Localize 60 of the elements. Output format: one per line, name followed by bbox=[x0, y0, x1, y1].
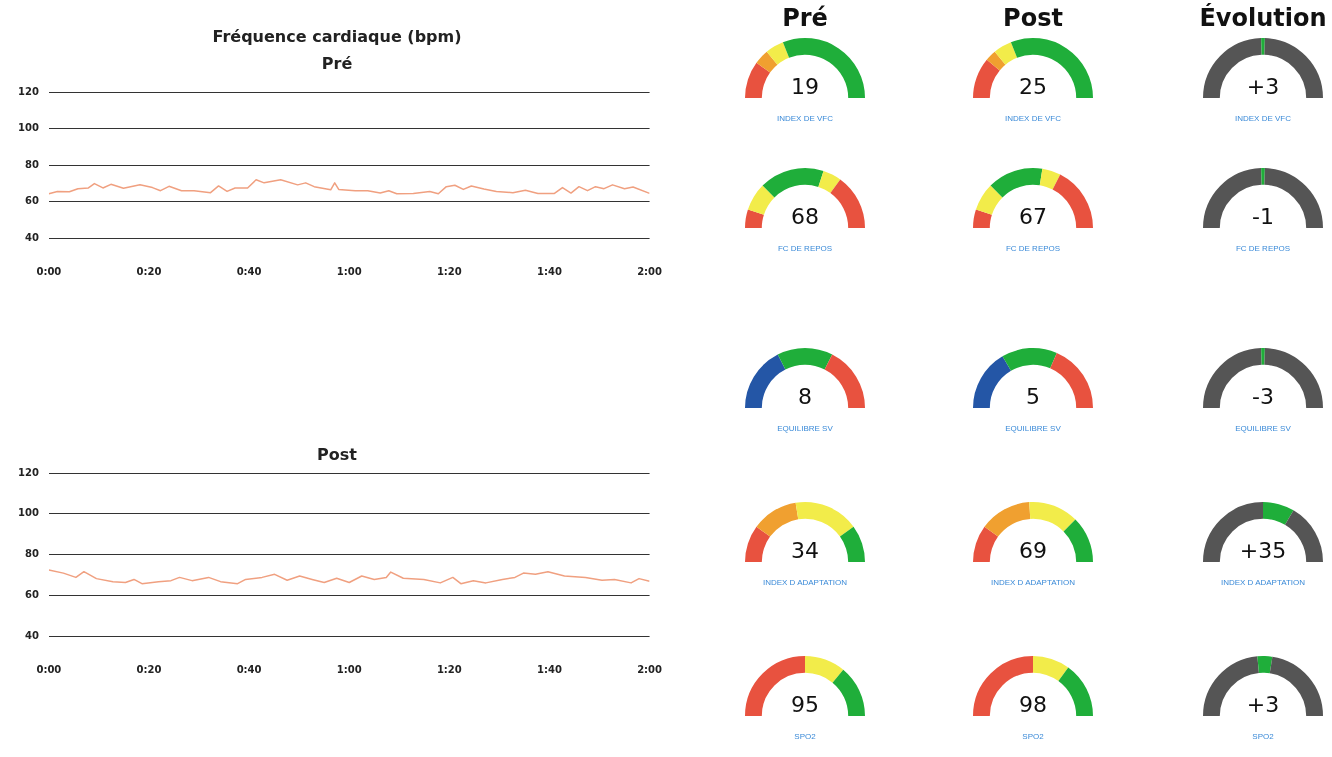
text: FC DE REPOS bbox=[1234, 244, 1292, 253]
y-tick-label: 60 bbox=[24, 195, 39, 207]
y-tick-label: 40 bbox=[24, 629, 39, 641]
y-tick-label: 100 bbox=[18, 507, 39, 519]
text: 25 bbox=[1019, 74, 1047, 99]
x-tick-label: 0:00 bbox=[36, 265, 62, 277]
text: INDEX D ADAPTATION bbox=[1219, 578, 1307, 587]
x-tick-label: 1:40 bbox=[537, 663, 562, 675]
chart-title: Post bbox=[1002, 3, 1064, 34]
text: 19 bbox=[791, 74, 819, 99]
text: 95 bbox=[791, 692, 819, 717]
text: 5 bbox=[1026, 384, 1040, 409]
text: INDEX D ADAPTATION bbox=[761, 578, 849, 587]
chart-title: Évolution bbox=[1198, 2, 1328, 34]
x-tick-label: 0:20 bbox=[136, 265, 162, 277]
text: EQUILIBRE SV bbox=[1004, 424, 1062, 433]
x-tick-label: 2:00 bbox=[637, 265, 663, 277]
text: +3 bbox=[1246, 692, 1280, 717]
text: SPO2 bbox=[1021, 732, 1045, 741]
y-tick-label: 40 bbox=[24, 231, 39, 243]
chart-subtitle: Pré bbox=[321, 53, 353, 73]
text: SPO2 bbox=[1251, 732, 1275, 741]
y-tick-label: 120 bbox=[18, 85, 39, 97]
x-tick-label: 1:00 bbox=[336, 663, 362, 675]
chart-title: Post bbox=[317, 444, 358, 464]
text: -3 bbox=[1252, 384, 1274, 409]
chart-title: Fréquence cardiaque (bpm) bbox=[212, 26, 462, 46]
text: INDEX DE VFC bbox=[776, 114, 834, 123]
text: EQUILIBRE SV bbox=[1234, 424, 1292, 433]
text: INDEX DE VFC bbox=[1004, 114, 1062, 123]
x-tick-label: 1:20 bbox=[436, 663, 462, 675]
x-tick-label: 0:40 bbox=[236, 663, 262, 675]
y-tick-label: 100 bbox=[18, 122, 39, 134]
x-tick-label: 1:00 bbox=[336, 265, 362, 277]
chart-title: Pré bbox=[781, 3, 829, 34]
text: +3 bbox=[1246, 74, 1280, 99]
y-tick-label: 120 bbox=[18, 466, 39, 478]
text: -1 bbox=[1252, 204, 1274, 229]
text: FC DE REPOS bbox=[1004, 244, 1062, 253]
text: +35 bbox=[1239, 538, 1287, 563]
text: 8 bbox=[798, 384, 812, 409]
text: FC DE REPOS bbox=[776, 244, 834, 253]
x-tick-label: 1:40 bbox=[537, 265, 562, 277]
text: 68 bbox=[791, 204, 819, 229]
text: INDEX DE VFC bbox=[1234, 114, 1292, 123]
x-tick-label: 0:40 bbox=[236, 265, 262, 277]
y-tick-label: 60 bbox=[24, 588, 39, 600]
y-tick-label: 80 bbox=[24, 548, 39, 560]
x-tick-label: 2:00 bbox=[637, 663, 663, 675]
text: INDEX D ADAPTATION bbox=[989, 578, 1077, 587]
text: SPO2 bbox=[793, 732, 817, 741]
text: 34 bbox=[791, 538, 819, 563]
x-tick-label: 0:20 bbox=[136, 663, 162, 675]
text: 69 bbox=[1019, 538, 1047, 563]
text: 98 bbox=[1019, 692, 1047, 717]
x-tick-label: 0:00 bbox=[36, 663, 62, 675]
y-tick-label: 80 bbox=[24, 158, 39, 170]
x-tick-label: 1:20 bbox=[436, 265, 462, 277]
text: 67 bbox=[1019, 204, 1047, 229]
text: EQUILIBRE SV bbox=[776, 424, 834, 433]
